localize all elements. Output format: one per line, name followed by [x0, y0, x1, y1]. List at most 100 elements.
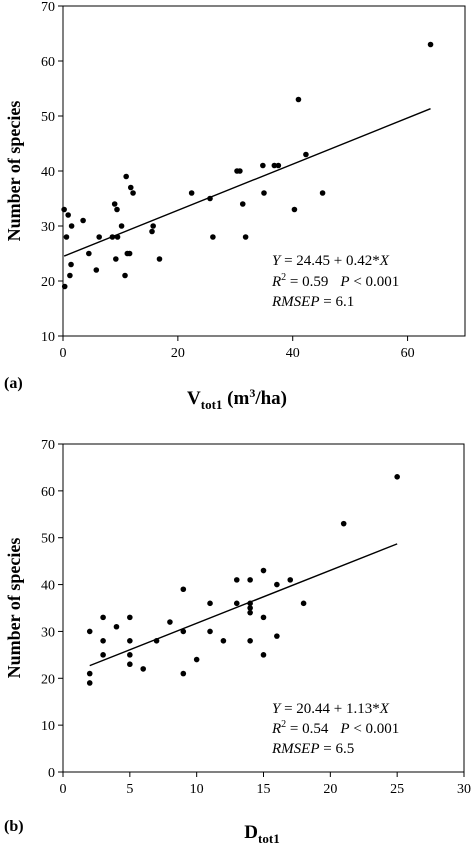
panel-b-r2-r: R [271, 721, 281, 737]
panel-b-r2-p: R2 = 0.54 P < 0.001 [271, 719, 399, 737]
panel-b-y-tick-label: 50 [41, 532, 55, 547]
panel-a-x-axis-label-unit-pre: (m [222, 388, 249, 409]
panel-a-data-point [130, 190, 136, 196]
panel-b-data-point [233, 600, 240, 607]
panel-b-r2-val: = 0.54 [286, 721, 329, 737]
panel-a-x-axis-label-sub: tot1 [201, 397, 223, 412]
panel-a-data-point [96, 234, 102, 240]
panel-b-p-p: P [339, 721, 349, 737]
panel-a-data-point [118, 223, 125, 229]
panel-b-y-tick-label: 60 [41, 485, 55, 500]
panel-b-eq-y: Y [272, 701, 282, 717]
panel-a-data-point [303, 151, 309, 158]
panel-a-data-point [271, 162, 278, 169]
panel-b-x-tick-label: 5 [126, 782, 133, 797]
panel-a-data-point [93, 267, 100, 273]
panel-a: 10 20 30 40 50 60 70 0 20 40 60 Number of species… [4, 0, 466, 412]
panel-b-y-tick-label: 0 [48, 766, 55, 781]
panel-b-y-ticks: 0 10 20 30 40 50 60 70 [41, 438, 63, 781]
panel-b-data-point [180, 670, 187, 677]
panel-a-data-point [261, 190, 267, 196]
panel-b-y-tick-label: 20 [41, 672, 55, 687]
panel-a-x-ticks: 0 20 40 60 [60, 336, 415, 361]
panel-a-label: (a) [4, 375, 23, 392]
panel-b-data-point [233, 577, 240, 583]
panel-b-x-tick-label: 20 [323, 782, 337, 797]
panel-a-x-tick-label: 20 [171, 346, 185, 361]
panel-a-r2-p: R2 = 0.59 P < 0.001 [271, 272, 399, 290]
panel-b-eq-rest: = 20.44 + 1.13* [280, 701, 379, 717]
panel-a-eq-x: X [379, 253, 390, 269]
panel-a-x-axis-label-unit-sup: 3 [249, 386, 255, 400]
panel-a-data-point [123, 173, 129, 180]
panel-a-x-axis-label: Vtot1 (m3/ha) [187, 386, 287, 412]
panel-a-data-point [291, 206, 298, 213]
panel-a-x-tick-label: 0 [60, 346, 67, 361]
panel-a-data-point [127, 184, 134, 191]
panel-b-x-ticks: 0 5 10 15 20 25 30 [60, 772, 471, 797]
panel-b-data-point [127, 614, 133, 621]
panel-b-data-point [86, 628, 93, 635]
panel-a-data-point [260, 162, 266, 169]
panel-b-y-tick-label: 30 [41, 625, 55, 640]
panel-b: 0 10 20 30 40 50 60 70 0 5 10 15 20 25 30 Number of s… [4, 438, 471, 846]
panel-b-data-point [127, 661, 133, 668]
panel-a-data-point [122, 272, 128, 279]
panel-a-data-point [319, 190, 326, 196]
panel-a-regression-line [63, 108, 431, 257]
panel-a-y-tick-label: 20 [41, 275, 55, 290]
panel-b-x-axis-label-sub: tot1 [258, 831, 280, 845]
panel-a-y-tick-label: 30 [41, 220, 55, 235]
panel-b-x-tick-label: 0 [60, 782, 67, 797]
panel-b-data-point [274, 633, 280, 639]
panel-a-data-point [61, 206, 67, 213]
panel-a-data-point [150, 223, 156, 229]
panel-b-x-tick-label: 25 [390, 782, 404, 797]
panel-a-eq-y: Y [272, 253, 282, 269]
panel-b-y-axis-label: Number of species [4, 538, 24, 679]
panel-b-rmsep-name: RMSEP [271, 741, 319, 757]
panel-b-data-point [247, 577, 253, 583]
panel-a-stats-annotation: Y = 24.45 + 0.42*X R2 = 0.59 P < 0.001 RM… [271, 253, 399, 310]
panel-b-data-point [180, 586, 187, 593]
panel-b-data-point [247, 609, 253, 616]
panel-a-data-point [68, 261, 74, 268]
panel-b-x-axis-label-main: D [244, 822, 258, 843]
panel-a-data-point [113, 256, 119, 262]
panel-a-y-tick-label: 70 [41, 0, 55, 15]
panel-a-eq-rest: = 24.45 + 0.42* [280, 253, 379, 269]
panel-a-points [61, 41, 434, 290]
panel-b-y-tick-label: 40 [41, 579, 55, 594]
panel-a-r2-sup: 2 [281, 272, 286, 283]
panel-a-data-point [61, 283, 68, 290]
panel-a-y-tick-label: 50 [41, 110, 55, 125]
panel-a-p-p: P [339, 274, 349, 290]
panel-a-data-point [63, 234, 70, 240]
panel-b-x-tick-label: 10 [190, 782, 204, 797]
panel-a-data-point [111, 201, 118, 207]
panel-a-data-point [80, 217, 86, 224]
panel-a-y-ticks: 10 20 30 40 50 60 70 [41, 0, 63, 345]
panel-b-points [86, 474, 400, 686]
panel-b-data-point [127, 652, 133, 658]
panel-b-x-tick-label: 30 [457, 782, 471, 797]
panel-b-data-point [340, 520, 347, 527]
panel-b-data-point [394, 474, 400, 480]
panel-b-data-point [193, 656, 200, 663]
panel-a-data-point [149, 228, 155, 235]
panel-a-rmsep-name: RMSEP [271, 294, 319, 310]
panel-a-data-point [156, 256, 163, 262]
panel-b-data-point [180, 628, 187, 635]
panel-b-data-point [100, 638, 106, 644]
panel-a-data-point [239, 201, 246, 207]
panel-a-data-point [126, 250, 133, 257]
panel-b-equation: Y = 20.44 + 1.13*X [272, 701, 390, 717]
panel-a-data-point [295, 96, 302, 103]
panel-a-plot-frame [62, 5, 466, 337]
panel-b-data-point [274, 581, 280, 588]
panel-a-data-point [86, 250, 92, 257]
panel-b-data-point [247, 638, 253, 644]
panel-a-y-tick-label: 60 [41, 55, 55, 70]
